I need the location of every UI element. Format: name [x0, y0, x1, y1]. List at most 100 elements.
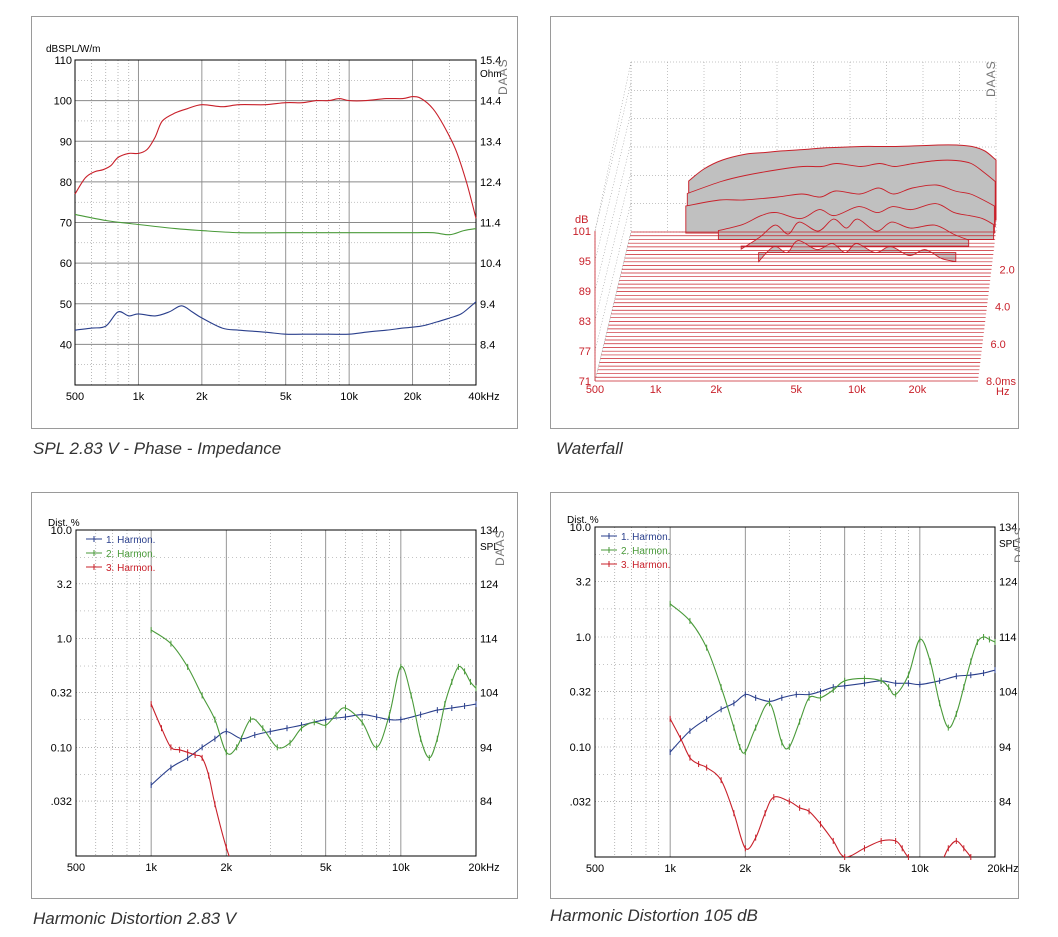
y2-axis-label: Ohm	[480, 69, 502, 80]
y2-tick-label: 134	[999, 522, 1017, 534]
y-tick-label: 1.0	[576, 632, 591, 644]
x-tick-label: 5k	[790, 384, 802, 396]
plot-frame	[75, 529, 477, 857]
plot-frame	[74, 59, 477, 386]
x-tick-label: 2k	[221, 862, 233, 874]
y2-tick-label: 104	[480, 687, 498, 699]
daas-watermark: DAAS	[984, 60, 998, 97]
y2-tick-label: 114	[480, 634, 498, 646]
y2-tick-label: 124	[480, 579, 498, 591]
hd2-chart: 500 1k 2k 5k 10k 20kHz 10.0 3.2 1.0 0.32 0.10 .032 1…	[567, 515, 1020, 875]
legend-label: 1. Harmon.	[621, 532, 670, 543]
y-tick-label: 95	[579, 256, 591, 268]
x-tick-label: 40kHz	[468, 391, 499, 403]
legend-label: 1. Harmon.	[106, 535, 155, 546]
x-tick-label: 1k	[664, 863, 676, 875]
y2-tick-label: 94	[480, 742, 492, 754]
red-curve	[669, 718, 972, 857]
x-tick-label: 5k	[320, 862, 332, 874]
y2-tick-label: 8.4	[480, 339, 495, 351]
y-tick-label: 10.0	[570, 522, 591, 534]
left-wall-gridline	[594, 111, 632, 262]
hd2-chart-panel: 500 1k 2k 5k 10k 20kHz 10.0 3.2 1.0 0.32 0.10 .032 1…	[550, 492, 1020, 899]
x-tick-label: 20k	[909, 384, 927, 396]
x-tick-label: 500	[586, 384, 604, 396]
x-tick-label: 10k	[911, 863, 929, 875]
z-tick-label: 6.0	[991, 339, 1006, 351]
left-wall	[594, 61, 632, 382]
legend-label: 3. Harmon.	[106, 563, 155, 574]
x-tick-label: 1k	[145, 862, 157, 874]
x-tick-label: 10k	[848, 384, 866, 396]
spl-chart: 500 1k 2k 5k 10k 20k 40kHz 40 50 60 70 80 90 100 110 8.…	[46, 44, 510, 403]
x-tick-label: 2k	[710, 384, 722, 396]
y2-tick-label: 9.4	[480, 299, 495, 311]
y-tick-label: 77	[579, 346, 591, 358]
blue-curve	[669, 669, 995, 753]
x-tick-label: 1k	[133, 391, 145, 403]
y2-axis-label: SPL	[999, 539, 1018, 550]
daas-watermark: DAAS	[493, 529, 507, 566]
y-tick-label: 80	[60, 177, 72, 189]
y2-tick-label: 114	[999, 632, 1017, 644]
waterfall-slice	[758, 240, 957, 263]
hd1-chart: 500 1k 2k 5k 10k 20kHz 10.0 3.2 1.0 0.32 0.10 .032 1…	[48, 518, 507, 874]
y-tick-label: 90	[60, 136, 72, 148]
y2-tick-label: 94	[999, 742, 1011, 754]
y-tick-label: 71	[579, 376, 591, 388]
waterfall-chart-panel: 500 1k 2k 5k 10k 20k Hz 71 77 83 89 95 101 dB 2.0 4.0 6.…	[550, 16, 1019, 429]
y-tick-label: 60	[60, 258, 72, 270]
plot-frame	[594, 526, 996, 858]
legend-label: 2. Harmon.	[621, 546, 670, 557]
y-axis-label: dBSPL/W/m	[46, 44, 100, 55]
hd1-chart-panel: 500 1k 2k 5k 10k 20kHz 10.0 3.2 1.0 0.32 0.10 .032 1…	[31, 492, 518, 899]
green-curve	[150, 629, 476, 759]
y-tick-label: 89	[579, 286, 591, 298]
y-tick-label: .032	[570, 796, 591, 808]
legend-label: 2. Harmon.	[106, 549, 155, 560]
hd1-caption: Harmonic Distortion 2.83 V	[33, 909, 237, 928]
x-tick-label: 10k	[392, 862, 410, 874]
left-wall-gridline	[594, 141, 632, 292]
y-tick-label: .032	[51, 796, 72, 808]
blue-curve	[74, 301, 477, 335]
y-tick-label: 50	[60, 299, 72, 311]
x-tick-label: 5k	[280, 391, 292, 403]
y2-axis-label: SPL	[480, 542, 499, 553]
x-tick-label: 2k	[196, 391, 208, 403]
x-unit-label: Hz	[996, 386, 1009, 398]
z-tick-label: 2.0	[1000, 264, 1015, 276]
x-tick-label: 1k	[650, 384, 662, 396]
y-tick-label: 0.10	[570, 742, 591, 754]
x-tick-label: 500	[66, 391, 84, 403]
y2-tick-label: 14.4	[480, 96, 501, 108]
y-tick-label: 101	[573, 226, 591, 238]
red-curve	[150, 703, 230, 856]
y-tick-label: 0.10	[51, 742, 72, 754]
red-curve	[74, 96, 477, 219]
x-tick-label: 500	[67, 862, 85, 874]
left-wall-gridline	[594, 81, 632, 232]
y-tick-label: 3.2	[576, 576, 591, 588]
y2-tick-label: 12.4	[480, 177, 501, 189]
y2-tick-label: 124	[999, 576, 1017, 588]
y-tick-label: 110	[54, 55, 72, 67]
x-tick-label: 20kHz	[987, 863, 1018, 875]
x-tick-label: 10k	[340, 391, 358, 403]
y2-tick-label: 15.4	[480, 55, 501, 67]
y-axis-label: dB	[575, 214, 588, 226]
x-tick-label: 20k	[404, 391, 422, 403]
daas-watermark: DAAS	[1012, 526, 1020, 563]
y-axis-label: Dist. %	[48, 518, 80, 529]
y-tick-label: 1.0	[57, 634, 72, 646]
y-tick-label: 10.0	[51, 525, 72, 537]
left-wall-gridline	[594, 171, 632, 322]
blue-curve	[150, 703, 476, 786]
y2-tick-label: 84	[999, 796, 1011, 808]
waterfall-caption: Waterfall	[556, 439, 623, 458]
hd2-caption: Harmonic Distortion 105 dB	[550, 906, 758, 925]
x-tick-label: 5k	[839, 863, 851, 875]
y-tick-label: 70	[60, 218, 72, 230]
y-tick-label: 0.32	[51, 687, 72, 699]
